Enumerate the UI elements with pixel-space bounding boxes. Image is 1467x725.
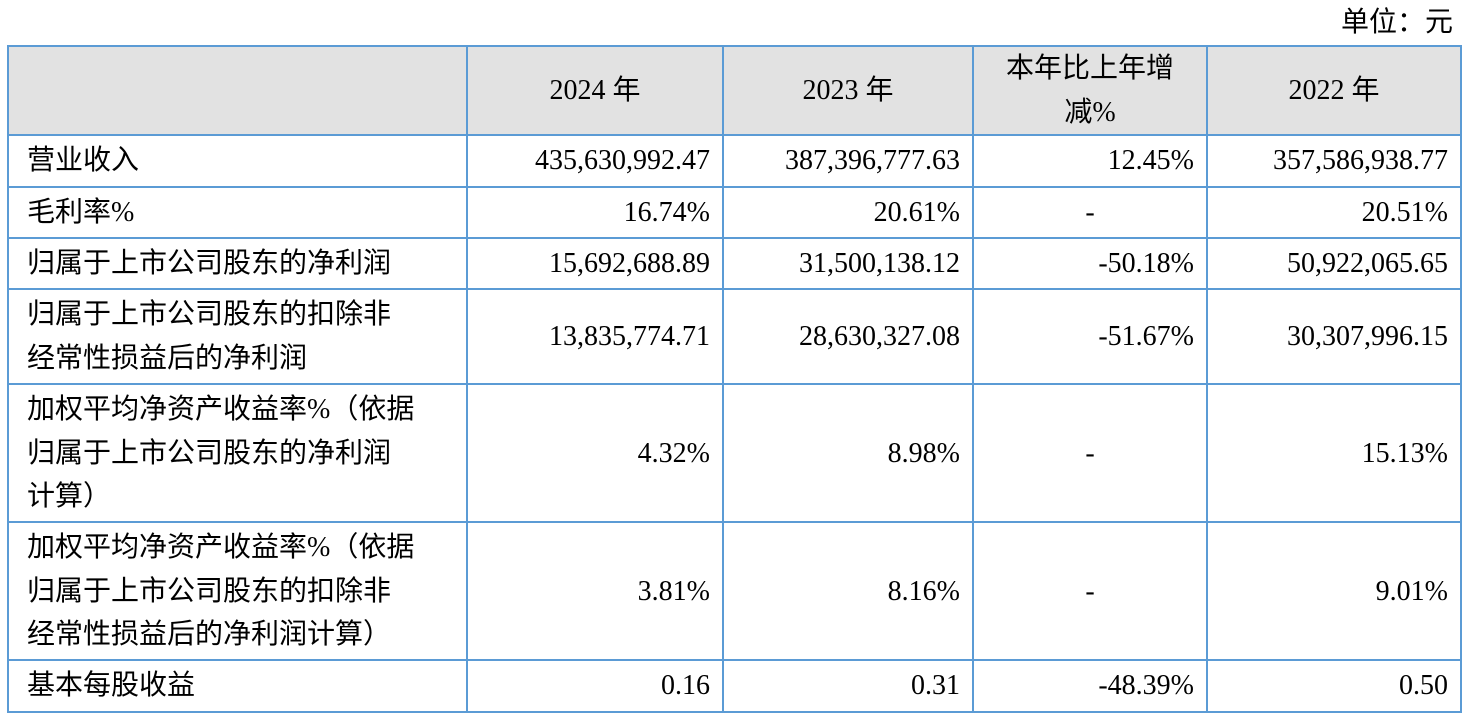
cell-change: 12.45% [972, 134, 1208, 188]
cell-y2022: 30,307,996.15 [1206, 288, 1462, 386]
table-row: 归属于上市公司股东的净利润 15,692,688.89 31,500,138.12-… [7, 236, 1462, 291]
cell-y2023: 20.61% [722, 185, 974, 239]
table-row: 毛利率% 16.74% 20.61% -20.51% [7, 185, 1462, 239]
unit-label: 单位：元 [1340, 7, 1453, 38]
cell-change: - [972, 383, 1208, 524]
cell-y2022: 357,586,938.77 [1206, 134, 1462, 188]
cell-y2023: 387,396,777.63 [722, 134, 974, 188]
row-label: 加权平均净资产收益率%（依据归属于上市公司股东的净利润计算） [7, 383, 468, 524]
financial-summary-table: 2024 年 2023 年本年比上年增减% 2022 年 营业收入 435,630,9… [7, 45, 1462, 713]
cell-y2023: 8.98% [722, 383, 974, 524]
row-label: 归属于上市公司股东的扣除非经常性损益后的净利润 [7, 288, 468, 386]
table-body: 营业收入 435,630,992.47 387,396,777.63 12.45% 35… [7, 134, 1462, 713]
row-label: 基本每股收益 [7, 659, 468, 713]
cell-y2024: 16.74% [466, 185, 724, 239]
col-header-y2022: 2022 年 [1206, 45, 1462, 137]
cell-change: -48.39% [972, 659, 1208, 713]
cell-y2023: 8.16% [722, 521, 974, 662]
cell-y2024: 0.16 [466, 659, 724, 713]
table-header: 2024 年 2023 年本年比上年增减% 2022 年 [7, 45, 1462, 137]
cell-y2022: 9.01% [1206, 521, 1462, 662]
cell-y2024: 3.81% [466, 521, 724, 662]
cell-change: -50.18% [972, 236, 1208, 291]
row-label: 归属于上市公司股东的净利润 [7, 236, 468, 291]
cell-y2022: 15.13% [1206, 383, 1462, 524]
cell-y2023: 28,630,327.08 [722, 288, 974, 386]
cell-y2022: 0.50 [1206, 659, 1462, 713]
cell-y2024: 13,835,774.71 [466, 288, 724, 386]
cell-y2024: 4.32% [466, 383, 724, 524]
col-header-y2024: 2024 年 [466, 45, 724, 137]
cell-y2023: 31,500,138.12 [722, 236, 974, 291]
cell-y2023: 0.31 [722, 659, 974, 713]
cell-y2022: 20.51% [1206, 185, 1462, 239]
col-header-change: 本年比上年增减% [972, 45, 1208, 137]
col-header-y2023: 2023 年 [722, 45, 974, 137]
row-label: 营业收入 [7, 134, 468, 188]
header-row: 2024 年 2023 年本年比上年增减% 2022 年 [7, 45, 1462, 137]
cell-change: - [972, 521, 1208, 662]
table-row: 加权平均净资产收益率%（依据归属于上市公司股东的净利润计算） 4.32% 8.98%… [7, 383, 1462, 524]
cell-y2022: 50,922,065.65 [1206, 236, 1462, 291]
row-label: 毛利率% [7, 185, 468, 239]
table-row: 加权平均净资产收益率%（依据归属于上市公司股东的扣除非经常性损益后的净利润计算）… [7, 521, 1462, 662]
table-row: 营业收入 435,630,992.47 387,396,777.63 12.45% 35… [7, 134, 1462, 188]
cell-y2024: 15,692,688.89 [466, 236, 724, 291]
table-row: 归属于上市公司股东的扣除非经常性损益后的净利润 13,835,774.71 28,6… [7, 288, 1462, 386]
col-header-metric [7, 45, 468, 137]
cell-change: -51.67% [972, 288, 1208, 386]
table-row: 基本每股收益 0.16 0.31 -48.39% 0.50 [7, 659, 1462, 713]
cell-y2024: 435,630,992.47 [466, 134, 724, 188]
row-label: 加权平均净资产收益率%（依据归属于上市公司股东的扣除非经常性损益后的净利润计算） [7, 521, 468, 662]
cell-change: - [972, 185, 1208, 239]
